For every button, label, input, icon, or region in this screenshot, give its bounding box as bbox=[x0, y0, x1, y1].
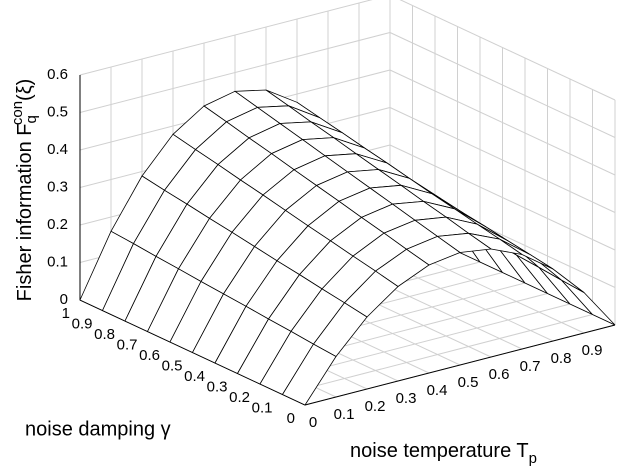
wall-grid-line bbox=[79, 32, 391, 113]
y-tick-label: 1 bbox=[62, 305, 70, 322]
y-tick-label: 0.5 bbox=[162, 357, 183, 374]
surface-patch bbox=[281, 343, 337, 406]
y-tick-label: 0.4 bbox=[184, 368, 205, 385]
wall-grid-line bbox=[399, 0, 616, 101]
y-tick-label: 0 bbox=[287, 410, 295, 427]
x-tick-label: 0.4 bbox=[427, 382, 448, 399]
z-axis-label: Fisher information Fqcon(ξ) bbox=[9, 79, 40, 302]
x-tick-label: 0.3 bbox=[396, 390, 417, 407]
z-tick-label: 0.3 bbox=[47, 178, 68, 195]
x-tick-label: 0.1 bbox=[334, 406, 355, 423]
z-label-tail: (ξ) bbox=[14, 79, 36, 101]
x-tick-label: 0.2 bbox=[365, 398, 386, 415]
x-tick-label: 0 bbox=[309, 414, 317, 431]
axis-line bbox=[304, 324, 616, 406]
y-tick-label: 0.2 bbox=[229, 389, 250, 406]
x-axis-label: noise temperature Tp bbox=[350, 440, 537, 467]
z-label-text: Fisher information F bbox=[14, 123, 36, 301]
x-label-text: noise temperature T bbox=[350, 440, 529, 462]
x-tick-label: 0.9 bbox=[582, 342, 603, 359]
floor-grid-line bbox=[282, 314, 593, 395]
z-tick-label: 0.6 bbox=[47, 66, 68, 83]
wall-grid-line bbox=[389, 32, 616, 138]
z-tick-label: 0.4 bbox=[47, 141, 68, 158]
tick-labels: 00.10.20.30.40.50.600.10.20.30.40.50.60.… bbox=[47, 66, 602, 431]
y-axis-label: noise damping γ bbox=[25, 418, 171, 440]
x-label-sub: p bbox=[529, 450, 537, 467]
z-tick-label: 0 bbox=[60, 291, 68, 308]
y-tick-label: 0.3 bbox=[207, 378, 228, 395]
z-tick-label: 0.5 bbox=[47, 103, 68, 120]
y-tick-label: 0.1 bbox=[252, 399, 273, 416]
y-tick-label: 0.7 bbox=[117, 336, 138, 353]
z-label-sup: con bbox=[9, 101, 26, 125]
x-tick-label: 0.7 bbox=[520, 358, 541, 375]
y-tick-label: 0.8 bbox=[94, 326, 115, 343]
surface bbox=[79, 89, 616, 406]
y-tick-label: 0.9 bbox=[72, 315, 93, 332]
x-tick-label: 0.8 bbox=[551, 350, 572, 367]
wall-grid-line bbox=[389, 144, 616, 251]
z-tick-label: 0.1 bbox=[47, 253, 68, 270]
x-tick-label: 0.6 bbox=[489, 366, 510, 383]
y-tick-label: 0.6 bbox=[139, 347, 160, 364]
wall-grid-line bbox=[389, 107, 616, 213]
z-tick-label: 0.2 bbox=[47, 216, 68, 233]
wall-grid-line bbox=[79, 0, 373, 76]
x-tick-label: 0.5 bbox=[458, 374, 479, 391]
wall-grid-line bbox=[389, 69, 616, 176]
z-label-sub: q bbox=[23, 115, 40, 123]
